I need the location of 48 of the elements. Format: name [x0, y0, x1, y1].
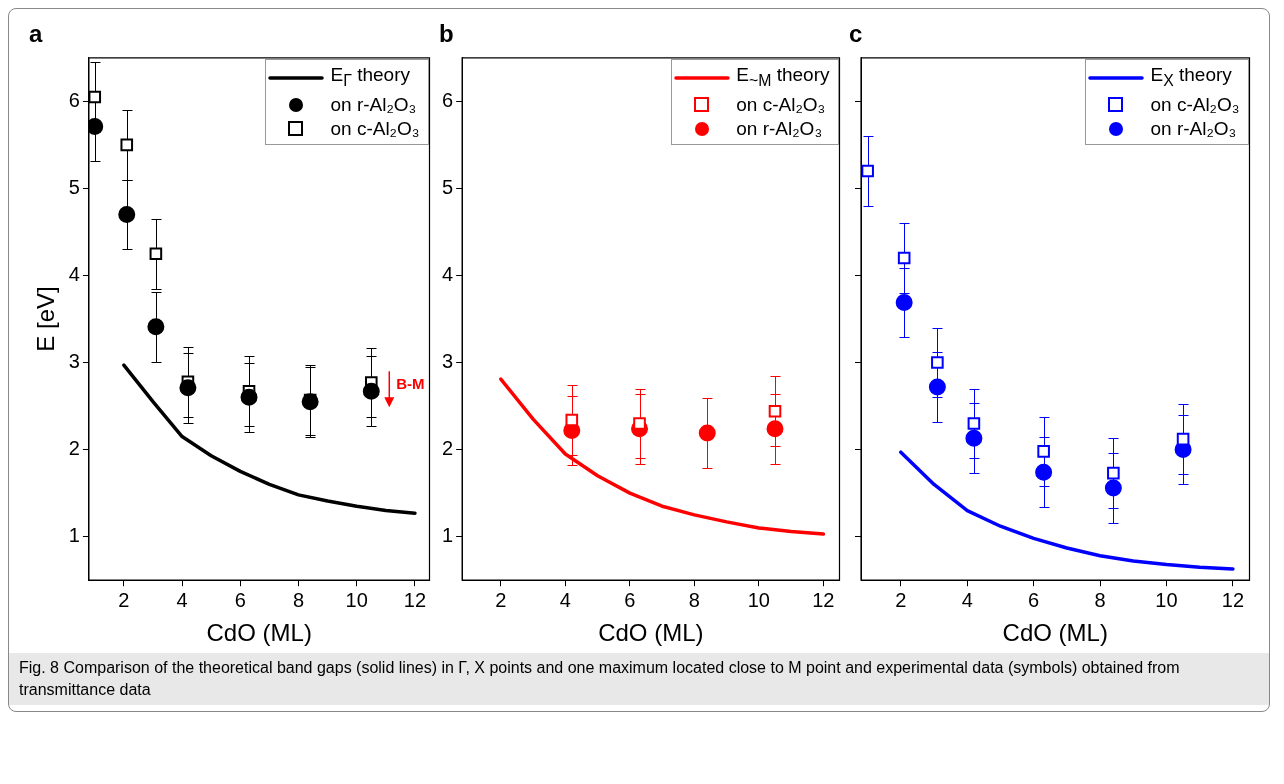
legend-label: E$_{X}$ theory — [1150, 62, 1232, 91]
x-tick-label: 6 — [624, 588, 636, 611]
y-axis-title: E [eV] — [32, 286, 60, 352]
y-tick-label: 1 — [442, 524, 454, 547]
chart-title: a — [29, 20, 43, 48]
x-tick-label: 8 — [292, 588, 305, 611]
x-tick-label: 8 — [688, 588, 700, 611]
x-tick-label: 8 — [1094, 588, 1106, 611]
y-tick-label: 5 — [442, 175, 454, 198]
x-axis-title: CdO (ML) — [598, 619, 704, 647]
legend-label: on r-Al₂O₃ — [1150, 116, 1237, 141]
x-tick-label: 4 — [559, 588, 571, 611]
legend-label: E$_{~M}$ theory — [736, 62, 830, 91]
annotation: B-M — [396, 375, 425, 393]
x-tick-label: 6 — [234, 588, 246, 611]
legend-label: on c-Al₂O₃ — [1150, 92, 1240, 117]
x-tick-label: 4 — [176, 588, 188, 611]
chart-title: b — [439, 20, 454, 48]
x-tick-label: 10 — [1155, 588, 1178, 611]
y-tick-label: 6 — [442, 88, 454, 111]
legend-label: on c-Al₂O₃ — [736, 92, 826, 117]
x-tick-label: 2 — [118, 588, 130, 611]
x-axis-title: CdO (ML) — [1002, 619, 1108, 647]
y-tick-label: 3 — [442, 350, 454, 373]
x-tick-label: 2 — [895, 588, 907, 611]
legend-label: on r-Al₂O₃ — [330, 92, 417, 117]
y-tick-label: 3 — [68, 350, 80, 373]
x-tick-label: 4 — [961, 588, 973, 611]
x-tick-label: 12 — [1221, 588, 1245, 611]
x-axis-title: CdO (ML) — [206, 619, 312, 647]
y-tick-label: 1 — [68, 524, 80, 547]
legend-label: on r-Al₂O₃ — [736, 116, 823, 141]
caption: Fig. 8 Comparison of the theoretical band gaps (solid lines) in Γ, X points and one maximum located close to M point and experimental data (symbols) obtained from transmittance data — [9, 653, 1269, 705]
y-tick-label: 5 — [68, 175, 80, 198]
y-tick-label: 4 — [68, 262, 80, 285]
x-tick-label: 12 — [403, 588, 427, 611]
x-tick-label: 10 — [747, 588, 770, 611]
y-tick-label: 6 — [68, 88, 80, 111]
legend-label: on c-Al₂O₃ — [330, 116, 420, 141]
y-tick-label: 4 — [442, 262, 454, 285]
legend-label: E$_{Γ}$ theory — [330, 62, 410, 91]
x-tick-label: 6 — [1028, 588, 1040, 611]
y-tick-label: 2 — [442, 437, 454, 460]
x-tick-label: 10 — [345, 588, 368, 611]
y-tick-label: 2 — [68, 437, 80, 460]
chart-title: c — [849, 20, 863, 48]
x-tick-label: 2 — [495, 588, 507, 611]
x-tick-label: 12 — [812, 588, 835, 611]
